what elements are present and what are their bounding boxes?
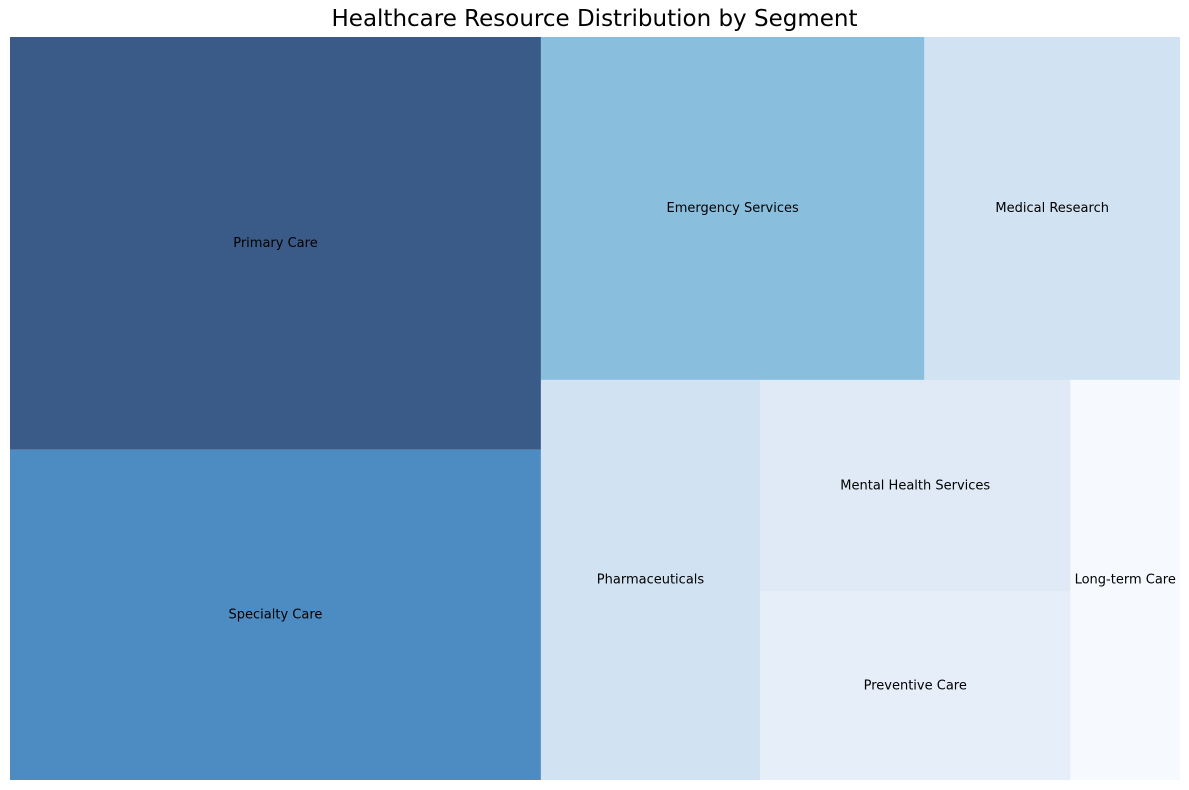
treemap-rect-primary-care: [10, 37, 541, 450]
treemap-label-medical-research: Medical Research: [995, 201, 1109, 216]
treemap-rect-preventive-care: [760, 591, 1071, 780]
treemap-label-primary-care: Primary Care: [233, 236, 317, 251]
treemap-rect-specialty-care: [10, 449, 541, 780]
treemap-label-preventive-care: Preventive Care: [864, 678, 967, 693]
treemap-rect-long-term-care: [1070, 379, 1180, 780]
treemap-rect-mental-health-services: [760, 379, 1071, 592]
treemap-tile-primary-care: Primary Care: [10, 37, 541, 450]
treemap-label-pharmaceuticals: Pharmaceuticals: [597, 572, 705, 587]
treemap-tile-pharmaceuticals: Pharmaceuticals: [540, 379, 761, 780]
treemap-tile-preventive-care: Preventive Care: [760, 591, 1071, 780]
treemap-label-long-term-care: Long-term Care: [1075, 572, 1176, 587]
chart-title: Healthcare Resource Distribution by Segm…: [331, 6, 858, 32]
treemap-tile-medical-research: Medical Research: [924, 37, 1180, 380]
treemap-label-mental-health-services: Mental Health Services: [840, 478, 990, 493]
treemap-rect-emergency-services: [540, 37, 925, 380]
treemap-tile-emergency-services: Emergency Services: [540, 37, 925, 380]
treemap-tile-mental-health-services: Mental Health Services: [760, 379, 1071, 592]
treemap-tile-long-term-care: Long-term Care: [1070, 379, 1180, 780]
treemap-tile-specialty-care: Specialty Care: [10, 449, 541, 780]
treemap-label-specialty-care: Specialty Care: [229, 607, 323, 622]
treemap-rect-pharmaceuticals: [540, 379, 761, 780]
treemap-rect-medical-research: [924, 37, 1180, 380]
treemap-label-emergency-services: Emergency Services: [667, 201, 799, 216]
